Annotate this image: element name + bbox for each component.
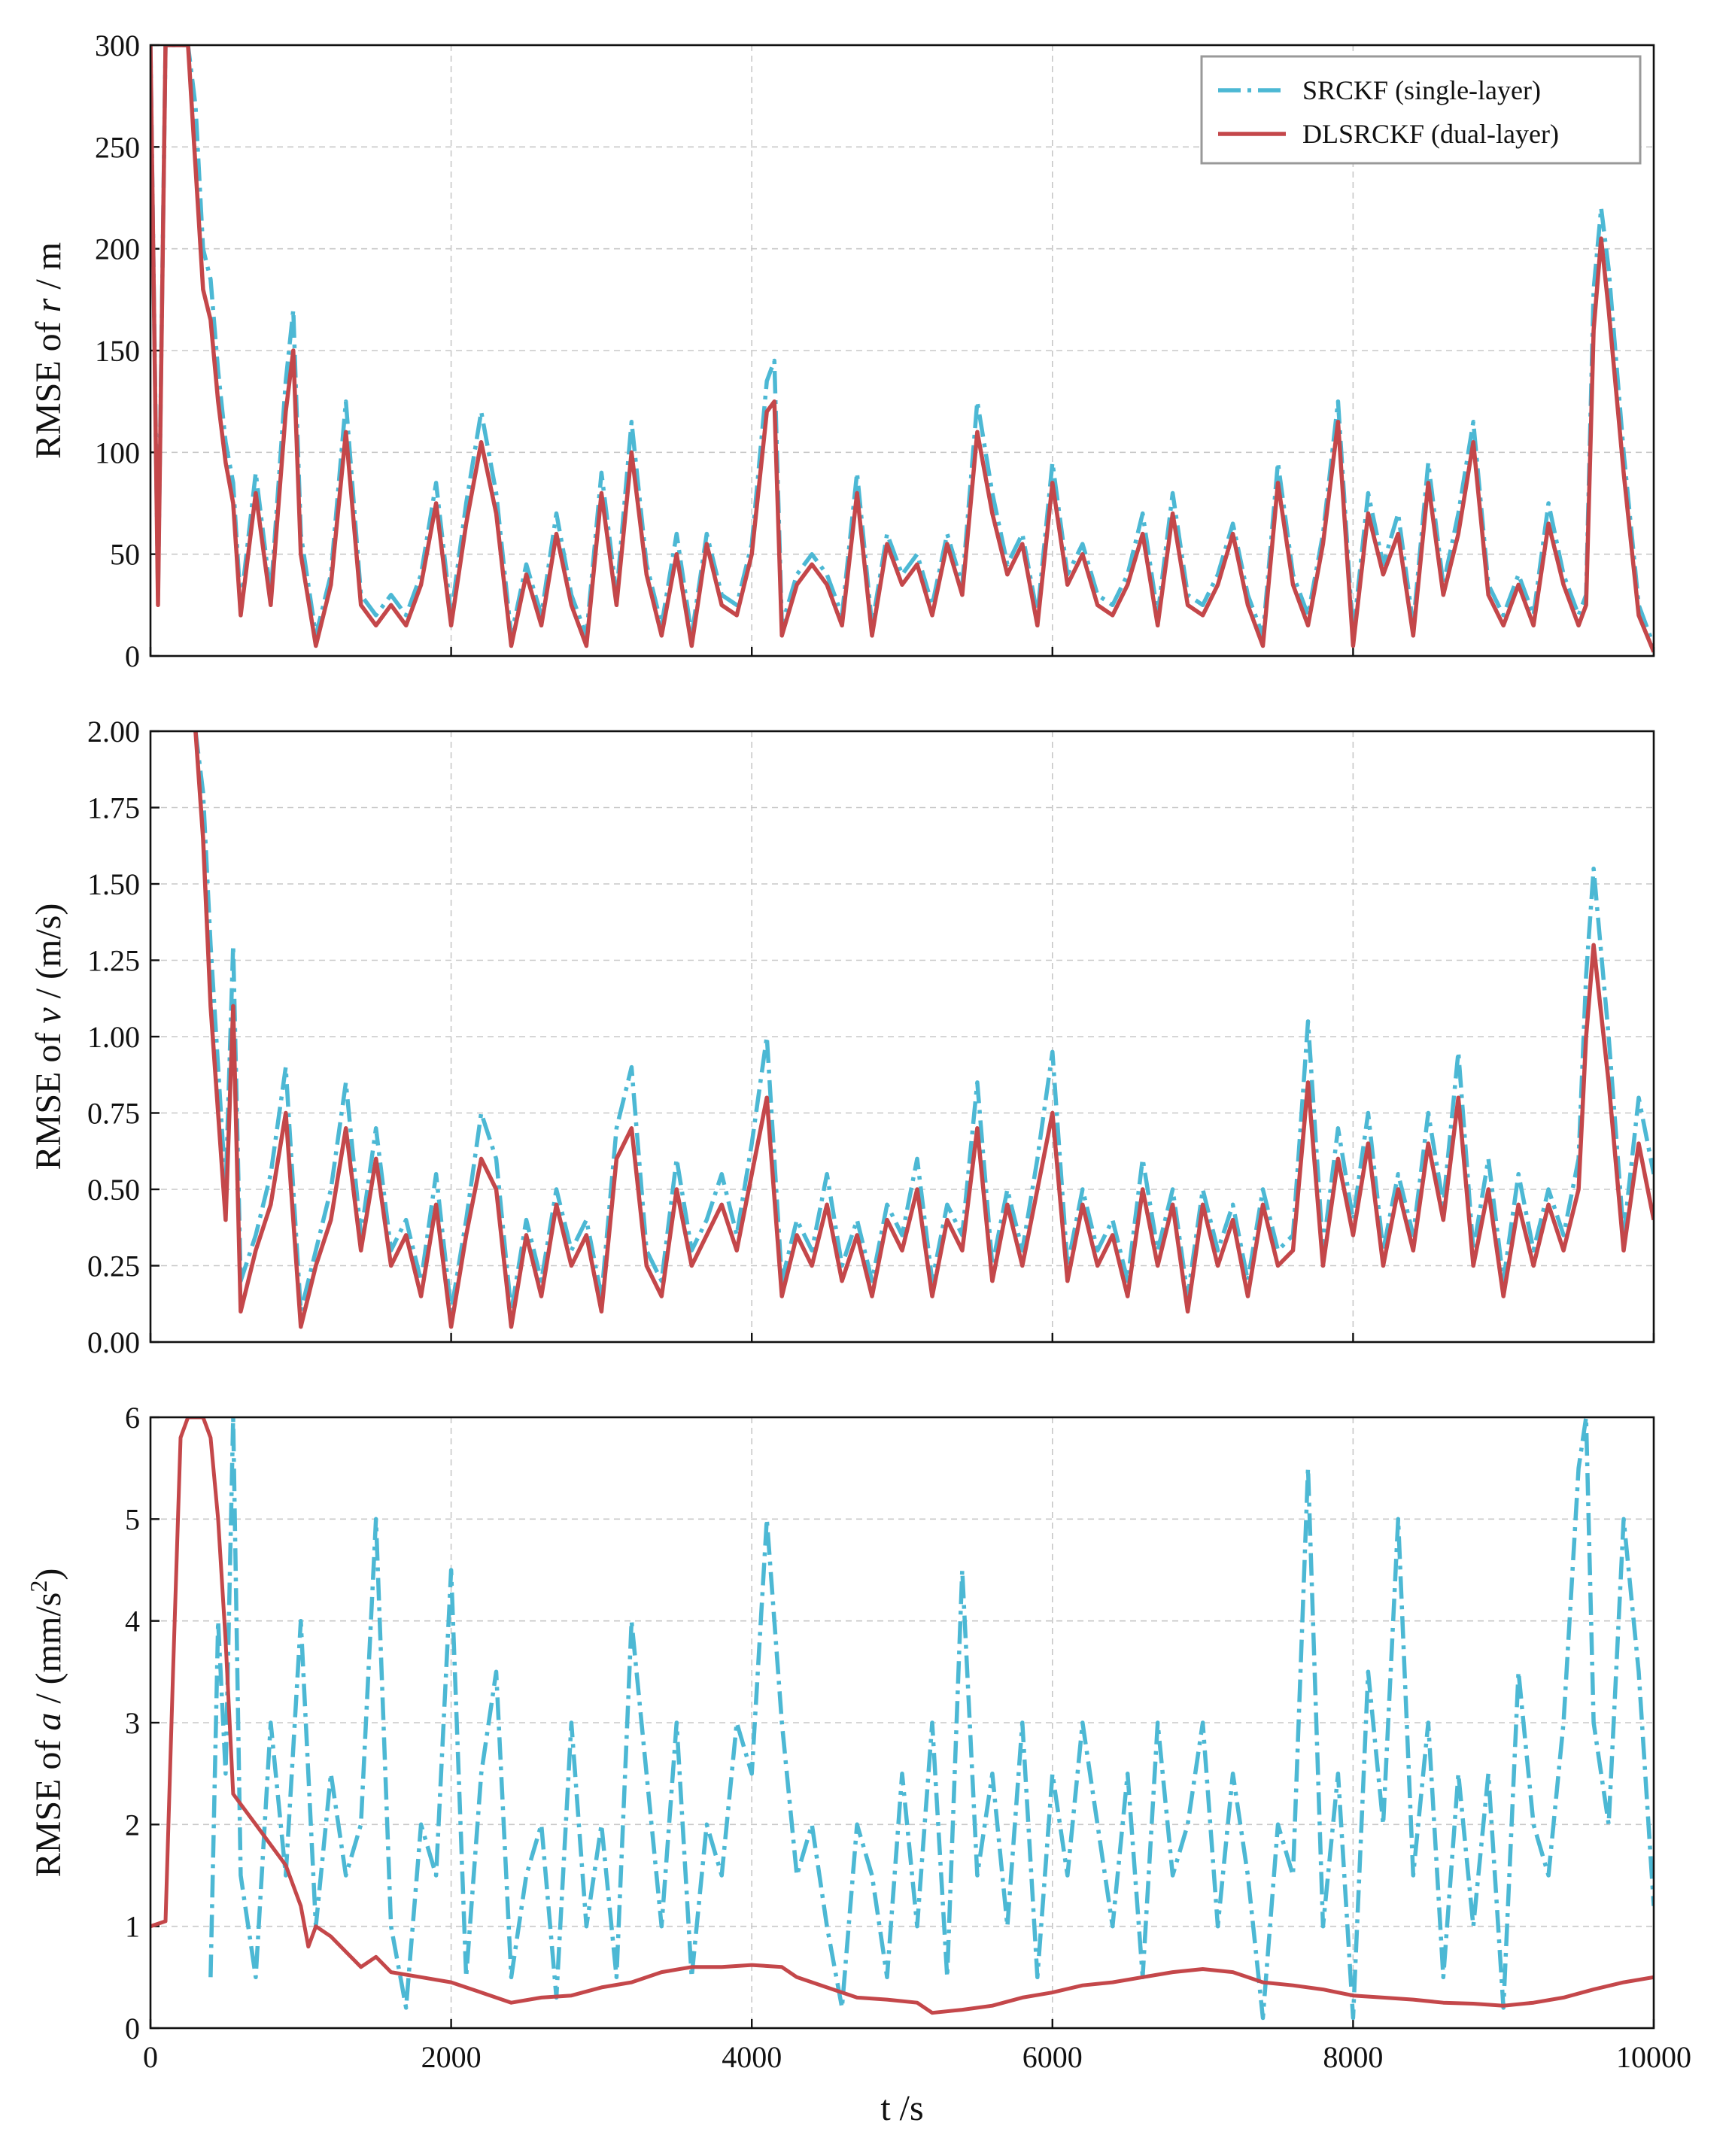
dlsrckf-line-a [150,1417,1654,2015]
y-tick-label-v-6: 1.50 [87,867,140,901]
x-tick-label-5: 10000 [1616,2040,1691,2074]
y-tick-label-r-1: 50 [110,538,140,572]
y-tick-label-r-6: 300 [95,29,140,62]
y-axis-title-part-pre: RMSE of [29,1024,68,1171]
y-axis-title-part-var: a [29,1713,68,1731]
y-tick-label-v-4: 1.00 [87,1020,140,1054]
y-axis-title-part-pre: RMSE of [29,1731,68,1878]
y-tick-label-a-5: 5 [125,1502,140,1536]
x-axis-title: t /s [880,2088,923,2128]
y-tick-label-v-8: 2.00 [87,715,140,749]
y-tick-label-v-2: 0.50 [87,1173,140,1207]
legend-label-1: DLSRCKF (dual-layer) [1302,119,1559,149]
y-tick-label-r-2: 100 [95,436,140,469]
y-axis-title-part-var: v [29,1007,68,1024]
y-axis-title-r: RMSE of r / m [29,242,68,459]
y-tick-label-v-5: 1.25 [87,944,140,978]
dlsrckf-line-r [150,45,1654,653]
y-axis-title-part-close: ) [29,1568,68,1581]
y-axis-title-part-post: / m [29,242,68,299]
y-axis-title-part-pre: RMSE of [29,312,68,459]
y-tick-label-a-2: 2 [125,1808,140,1842]
y-tick-label-v-3: 0.75 [87,1097,140,1131]
x-tick-label-4: 8000 [1323,2040,1383,2074]
y-tick-label-a-6: 6 [125,1401,140,1435]
x-tick-label-1: 2000 [421,2040,482,2074]
y-tick-label-r-0: 0 [125,639,140,673]
axes-frame-a [149,1416,1655,2030]
y-tick-label-v-1: 0.25 [87,1250,140,1283]
y-tick-label-a-0: 0 [125,2012,140,2045]
y-axis-title-part-var: r [29,298,68,312]
y-axis-title-part-post: / (mm/s [29,1593,68,1713]
x-tick-label-3: 6000 [1022,2040,1083,2074]
legend-box [1200,55,1642,165]
y-axis-title-a: RMSE of a / (mm/s2) [25,1568,68,1878]
legend-label-0: SRCKF (single-layer) [1302,75,1541,105]
y-tick-label-a-4: 4 [125,1605,140,1638]
x-tick-label-2: 4000 [722,2040,782,2074]
y-tick-label-r-4: 200 [95,232,140,266]
axes-frame-r [149,44,1655,657]
srckf-line-v [193,731,1654,1314]
y-tick-label-r-3: 150 [95,334,140,368]
srckf-line-a [208,1417,1654,2021]
axes-frame-v [149,730,1655,1344]
y-tick-label-a-1: 1 [125,1910,140,1944]
y-tick-label-r-5: 250 [95,130,140,164]
dlsrckf-line-v [193,731,1654,1329]
y-tick-label-v-7: 1.75 [87,791,140,825]
y-axis-title-part-post: / (m/s) [29,903,68,1008]
x-tick-label-0: 0 [143,2040,158,2074]
y-axis-title-part-sup: 2 [25,1581,52,1593]
y-tick-label-a-3: 3 [125,1706,140,1740]
y-axis-title-v: RMSE of v / (m/s) [29,903,68,1171]
y-tick-label-v-0: 0.00 [87,1325,140,1359]
